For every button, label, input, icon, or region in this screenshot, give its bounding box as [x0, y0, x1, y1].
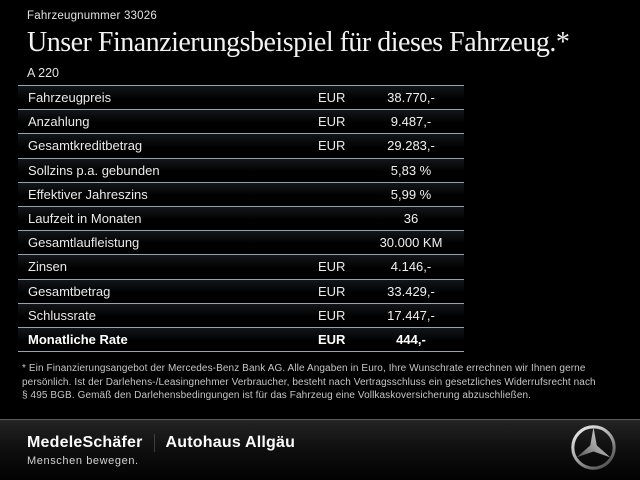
financing-table: Fahrzeugpreis EUR 38.770,- Anzahlung EUR…	[18, 85, 464, 353]
row-label: Anzahlung	[28, 114, 90, 130]
row-currency: EUR	[318, 307, 346, 323]
table-row: Gesamtbetrag EUR 33.429,-	[18, 279, 464, 304]
row-label: Laufzeit in Monaten	[28, 211, 142, 227]
table-row: Zinsen EUR 4.146,-	[18, 255, 464, 280]
row-currency: EUR	[318, 114, 346, 130]
table-row: Sollzins p.a. gebunden 5,83 %	[18, 158, 464, 183]
footnote-line: * Ein Finanzierungsangebot der Mercedes-…	[22, 363, 586, 374]
row-value: 4.146,-	[390, 259, 432, 275]
table-row: Laufzeit in Monaten 36	[18, 206, 464, 232]
row-label: Effektiver Jahreszins	[28, 186, 148, 202]
row-label: Gesamtbetrag	[28, 283, 111, 299]
row-value: 5,99 %	[390, 186, 432, 202]
table-row: Gesamtlaufleistung 30.000 KM	[18, 231, 464, 256]
row-label: Sollzins p.a. gebunden	[28, 162, 160, 178]
mercedes-star-icon	[570, 424, 617, 476]
row-currency: EUR	[318, 90, 346, 106]
row-value: 33.429,-	[387, 283, 435, 299]
dealer-logo: MedeleSchäfer	[27, 433, 143, 451]
vehicle-number: Fahrzeugnummer 33026	[27, 10, 157, 22]
row-value: 17.447,-	[387, 307, 435, 323]
table-row: Monatliche Rate EUR 444,-	[18, 327, 464, 353]
row-value: 444,-	[396, 331, 426, 347]
row-value: 29.283,-	[387, 138, 435, 154]
row-label: Schlussrate	[28, 307, 96, 323]
row-currency: EUR	[318, 331, 346, 347]
table-row: Anzahlung EUR 9.487,-	[18, 110, 464, 135]
row-value: 9.487,-	[390, 114, 432, 130]
row-value: 36	[403, 211, 419, 227]
page-title: Unser Finanzierungsbeispiel für dieses F…	[27, 27, 570, 58]
footer-bar: MedeleSchäfer Autohaus Allgäu Menschen b…	[0, 419, 640, 480]
footnote-line: persönlich. Ist der Darlehens-/Leasingne…	[22, 376, 596, 388]
table-row: Effektiver Jahreszins 5,99 %	[18, 182, 464, 207]
row-value: 5,83 %	[390, 162, 432, 178]
row-label: Monatliche Rate	[28, 331, 128, 347]
row-currency: EUR	[318, 283, 346, 299]
table-row: Schlussrate EUR 17.447,-	[18, 303, 464, 328]
row-value: 38.770,-	[387, 90, 435, 106]
footnote-line: § 495 BGB. Gemäß den Darlehensbedingunge…	[22, 390, 532, 401]
row-label: Zinsen	[28, 259, 68, 275]
header: Fahrzeugnummer 33026 Unser Finanzierungs…	[0, 0, 640, 80]
row-currency: EUR	[318, 259, 346, 275]
dealer-tagline: Menschen bewegen.	[27, 454, 139, 467]
dealer-block: MedeleSchäfer Autohaus Allgäu Menschen b…	[27, 433, 296, 467]
row-label: Gesamtlaufleistung	[28, 235, 140, 251]
row-value: 30.000 KM	[379, 235, 443, 251]
divider	[153, 433, 155, 452]
table-row: Fahrzeugpreis EUR 38.770,-	[18, 86, 464, 111]
row-currency: EUR	[318, 138, 346, 154]
row-label: Gesamtkreditbetrag	[28, 138, 143, 154]
dealer-name: Autohaus Allgäu	[165, 433, 296, 451]
vehicle-model: A 220	[27, 66, 59, 80]
row-label: Fahrzeugpreis	[28, 90, 112, 106]
dealer-line: MedeleSchäfer Autohaus Allgäu	[27, 433, 296, 452]
table-row: Gesamtkreditbetrag EUR 29.283,-	[18, 134, 464, 159]
legal-footnote: * Ein Finanzierungsangebot der Mercedes-…	[22, 362, 628, 403]
